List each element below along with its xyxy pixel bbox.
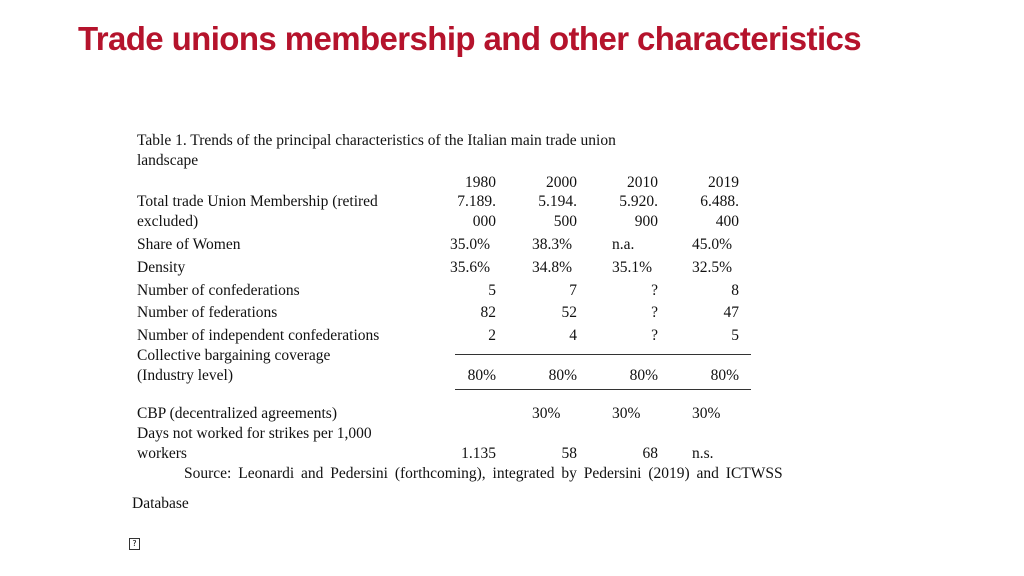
row-label: Total trade Union Membership (retired	[137, 193, 378, 210]
table-cell: 45.0%	[692, 236, 733, 253]
source-note-continuation: Database	[132, 495, 189, 512]
table-cell: 38.3%	[532, 236, 573, 253]
table-cell: 80%	[467, 367, 496, 384]
row-label: Number of confederations	[137, 282, 300, 299]
table-cell: 000	[472, 213, 496, 230]
table-cell: 1.135	[461, 445, 496, 462]
column-header-year: 2000	[546, 174, 577, 191]
table-cell: 80%	[629, 367, 658, 384]
slide-title: Trade unions membership and other charac…	[78, 20, 862, 57]
table-rule	[455, 354, 751, 355]
table-caption-line: Table 1. Trends of the principal charact…	[137, 132, 616, 149]
row-label: Share of Women	[137, 236, 241, 253]
table-cell: 2	[488, 327, 496, 344]
row-label: workers	[137, 445, 187, 462]
table-cell: 4	[569, 327, 577, 344]
table-cell: 30%	[532, 405, 561, 422]
table-cell: 80%	[548, 367, 577, 384]
row-label: Collective bargaining coverage	[137, 347, 331, 364]
row-label: Number of independent confederations	[137, 327, 380, 344]
column-header-year: 1980	[465, 174, 496, 191]
table-cell: 32.5%	[692, 259, 733, 276]
table-cell: 35.6%	[450, 259, 491, 276]
table-cell: 400	[715, 213, 739, 230]
table-cell: 8	[731, 282, 739, 299]
column-header-year: 2010	[627, 174, 658, 191]
table-cell: 58	[561, 445, 578, 462]
table-cell: 6.488.	[700, 193, 739, 210]
table-cell: 34.8%	[532, 259, 573, 276]
table-cell: 52	[561, 304, 578, 321]
missing-glyph-icon: ?	[129, 538, 140, 550]
table-cell: 80%	[710, 367, 739, 384]
table-cell: 35.0%	[450, 236, 491, 253]
table-rule	[455, 389, 751, 390]
source-note: Source: Leonardi and Pedersini (forthcom…	[184, 465, 783, 482]
table-cell: 82	[480, 304, 497, 321]
row-label: Density	[137, 259, 186, 276]
table-cell: 900	[634, 213, 658, 230]
table-cell: 7.189.	[457, 193, 496, 210]
row-label: CBP (decentralized agreements)	[137, 405, 337, 422]
table-cell: 5	[731, 327, 739, 344]
table-cell: 5.194.	[538, 193, 577, 210]
table-cell: 5	[488, 282, 496, 299]
table-cell: n.s.	[692, 445, 714, 462]
table-cell: 5.920.	[619, 193, 658, 210]
row-label: Days not worked for strikes per 1,000	[137, 425, 372, 442]
table-cell: ?	[651, 327, 658, 344]
table-cell: 68	[642, 445, 659, 462]
column-header-year: 2019	[708, 174, 739, 191]
table-cell: 47	[723, 304, 740, 321]
table-caption-line: landscape	[137, 152, 199, 169]
table-cell: 30%	[692, 405, 721, 422]
table-cell: 35.1%	[612, 259, 653, 276]
table-cell: n.a.	[612, 236, 635, 253]
table-cell: 7	[569, 282, 577, 299]
table-cell: 30%	[612, 405, 641, 422]
table-cell: 500	[553, 213, 577, 230]
table-cell: ?	[651, 282, 658, 299]
table-caption: Table 1. Trends of the principal charact…	[137, 131, 697, 171]
row-label: excluded)	[137, 213, 199, 230]
row-label: Number of federations	[137, 304, 278, 321]
row-label: (Industry level)	[137, 367, 233, 384]
table-cell: ?	[651, 304, 658, 321]
